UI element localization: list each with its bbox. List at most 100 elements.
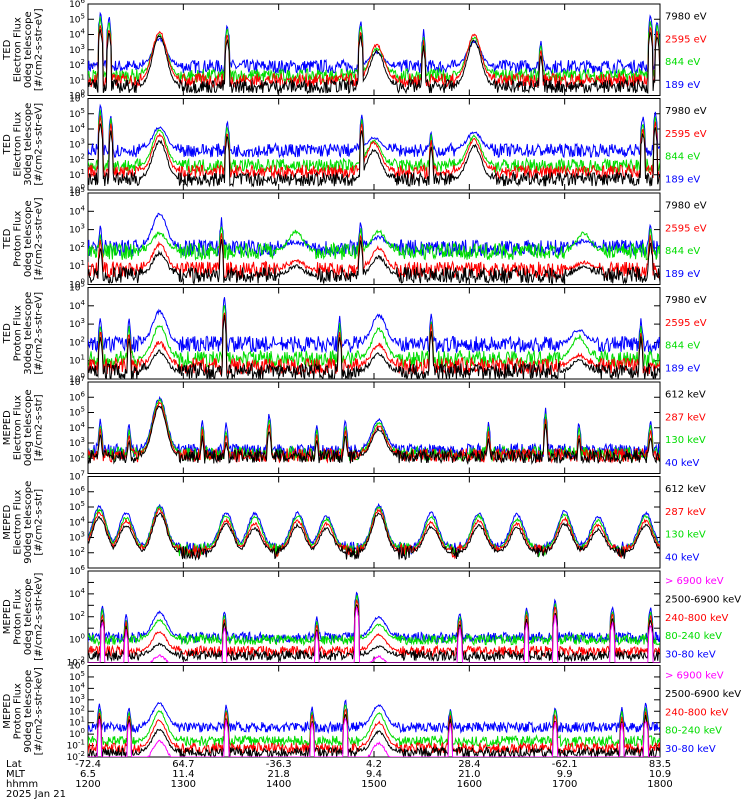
legend-entry: 30-80 keV [665, 649, 716, 660]
y-tick-exponent: 3 [81, 137, 85, 145]
y-tick-exponent: 2 [81, 451, 85, 459]
lat-row-label: Lat [6, 759, 22, 770]
y-tick-exponent: 4 [81, 204, 86, 212]
y-tick-exponent: 2 [81, 610, 85, 618]
series-line [88, 115, 660, 180]
y-tick-exponent: 4 [81, 299, 86, 307]
y-axis-label-line: Proton Flux [13, 211, 24, 267]
panel-6: MEPEDElectron Flux90deg telescope[#/cm2-… [2, 470, 706, 569]
panel-7: MEPEDProton Flux0deg telescope[#/cm2-s-s… [2, 564, 741, 669]
panel-frame [87, 287, 661, 380]
panel-4: TEDProton Flux30deg telescope[#/cm2-s-st… [2, 281, 707, 386]
legend-entry: 844 eV [665, 246, 700, 257]
y-tick-exponent: 4 [81, 122, 86, 130]
panel-2: TEDElectron Flux30deg telescope[#/cm2-s-… [2, 92, 707, 197]
y-tick-exponent: 3 [81, 43, 85, 51]
y-tick-label: 102 [69, 451, 85, 464]
legend-entry: 189 eV [665, 364, 700, 375]
y-axis-label-line: 0deg telescope [23, 11, 34, 88]
y-axis-label-line: TED [2, 228, 13, 249]
y-tick-exponent: -2 [78, 750, 85, 758]
y-tick-label: 101 [69, 354, 85, 367]
y-tick-exponent: 5 [81, 107, 85, 115]
y-tick-label: 104 [69, 122, 85, 135]
legend-entry: 189 eV [665, 269, 700, 280]
y-axis-label-line: Electron Flux [13, 395, 24, 460]
y-axis-label-line: 90deg telescope [23, 481, 34, 564]
y-axis-label: TEDElectron Flux0deg telescope[#/cm2-s-s… [2, 8, 45, 91]
legend-entry: 240-800 keV [665, 613, 729, 624]
y-tick-label: 104 [69, 587, 85, 600]
series-line [88, 704, 660, 748]
y-tick-exponent: 5 [81, 186, 85, 194]
series-line [88, 395, 660, 460]
series-line [88, 238, 660, 285]
y-tick-label: 104 [69, 28, 85, 41]
y-axis-label-line: Electron Flux [13, 17, 24, 82]
y-tick-label: 106 [69, 390, 85, 403]
y-axis-label-line: [#/cm2-s-str-eV] [34, 8, 45, 91]
y-tick-exponent: -1 [78, 739, 85, 747]
legend-entry: 612 keV [665, 484, 706, 495]
y-tick-label: 104 [69, 515, 85, 528]
y-axis-label: TEDProton Flux0deg telescope[#/cm2-s-str… [2, 197, 45, 280]
y-axis-label-line: [#/cm2-s-str-keV] [34, 573, 45, 661]
panel-5: MEPEDElectron Flux0deg telescope[#/cm2-s… [2, 375, 706, 474]
series-line [88, 606, 660, 663]
y-tick-label: 104 [69, 204, 85, 217]
y-tick-label: 105 [69, 107, 85, 120]
y-tick-exponent: 4 [81, 587, 86, 595]
y-tick-exponent: 1 [81, 354, 85, 362]
y-tick-exponent: 3 [81, 531, 85, 539]
series-line [88, 713, 660, 757]
legend-entry: > 6900 keV [665, 671, 724, 682]
y-axis-label: TEDProton Flux30deg telescope[#/cm2-s-st… [2, 292, 45, 375]
series-line [88, 123, 660, 188]
series-line [88, 312, 660, 377]
legend-entry: 240-800 keV [665, 707, 729, 718]
y-tick-label: 102 [69, 610, 85, 623]
y-tick-label: 102 [69, 546, 85, 559]
y-tick-label: 103 [69, 223, 85, 236]
y-tick-label: 101 [69, 259, 85, 272]
y-tick-label: 106 [69, 0, 85, 10]
panel-3: TEDProton Flux0deg telescope[#/cm2-s-str… [2, 186, 707, 291]
legend-entry: 189 eV [665, 175, 700, 186]
y-tick-label: 101 [69, 168, 85, 181]
legend-entry: 130 keV [665, 530, 706, 541]
y-tick-exponent: 2 [81, 241, 85, 249]
legend-entry: 7980 eV [665, 295, 707, 306]
x-lat-label: -62.1 [552, 759, 578, 770]
y-tick-exponent: 5 [81, 500, 85, 508]
series-line [88, 226, 660, 261]
y-axis-label: MEPEDElectron Flux0deg telescope[#/cm2-s… [2, 389, 45, 466]
y-tick-exponent: 4 [81, 681, 86, 689]
y-tick-exponent: 0 [81, 727, 85, 735]
y-tick-label: 105 [69, 12, 85, 25]
y-axis-label-line: Proton Flux [13, 589, 24, 645]
series-line [88, 297, 660, 354]
y-axis-label-line: 30deg telescope [23, 292, 34, 375]
panel-8: MEPEDProton Flux90deg telescope[#/cm2-s-… [2, 659, 741, 764]
legend-entry: 287 keV [665, 507, 706, 518]
series-line [88, 29, 660, 95]
legend-entry: 2500-6900 keV [665, 689, 741, 700]
y-tick-exponent: 1 [81, 73, 85, 81]
y-tick-exponent: 5 [81, 406, 85, 414]
y-axis-label-line: [#/cm2-s-str-eV] [34, 197, 45, 280]
x-mlt-label: 11.4 [172, 769, 194, 780]
y-tick-label: 102 [69, 58, 85, 71]
series-line [88, 594, 660, 647]
y-axis-label: MEPEDProton Flux90deg telescope[#/cm2-s-… [2, 667, 45, 755]
y-axis-label: MEPEDProton Flux0deg telescope[#/cm2-s-s… [2, 573, 45, 661]
y-tick-exponent: 6 [81, 92, 86, 100]
y-axis-label-line: MEPED [2, 410, 13, 445]
legend-entry: 2595 eV [665, 223, 707, 234]
y-axis-label-line: Proton Flux [13, 683, 24, 739]
legend-entry: 2595 eV [665, 318, 707, 329]
y-tick-exponent: 3 [81, 317, 85, 325]
y-tick-exponent: 6 [81, 390, 86, 398]
y-axis-label-line: 0deg telescope [23, 200, 34, 277]
y-axis-label-line: Proton Flux [13, 305, 24, 361]
y-tick-label: 104 [69, 299, 85, 312]
